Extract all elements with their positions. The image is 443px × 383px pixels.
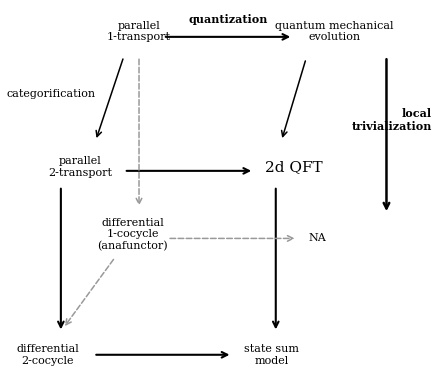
Text: state sum
model: state sum model [244, 344, 299, 365]
Text: parallel
2-transport: parallel 2-transport [48, 156, 113, 178]
Text: parallel
1-transport: parallel 1-transport [107, 21, 171, 42]
Text: categorification: categorification [7, 89, 96, 99]
Text: local
trivialization: local trivialization [352, 108, 432, 132]
Text: 2d QFT: 2d QFT [265, 160, 323, 174]
Text: quantum mechanical
evolution: quantum mechanical evolution [275, 21, 394, 42]
Text: quantization: quantization [188, 14, 268, 25]
Text: differential
2-cocycle: differential 2-cocycle [16, 344, 79, 365]
Text: differential
1-cocycle
(anafunctor): differential 1-cocycle (anafunctor) [97, 218, 168, 252]
Text: NA: NA [308, 233, 326, 244]
